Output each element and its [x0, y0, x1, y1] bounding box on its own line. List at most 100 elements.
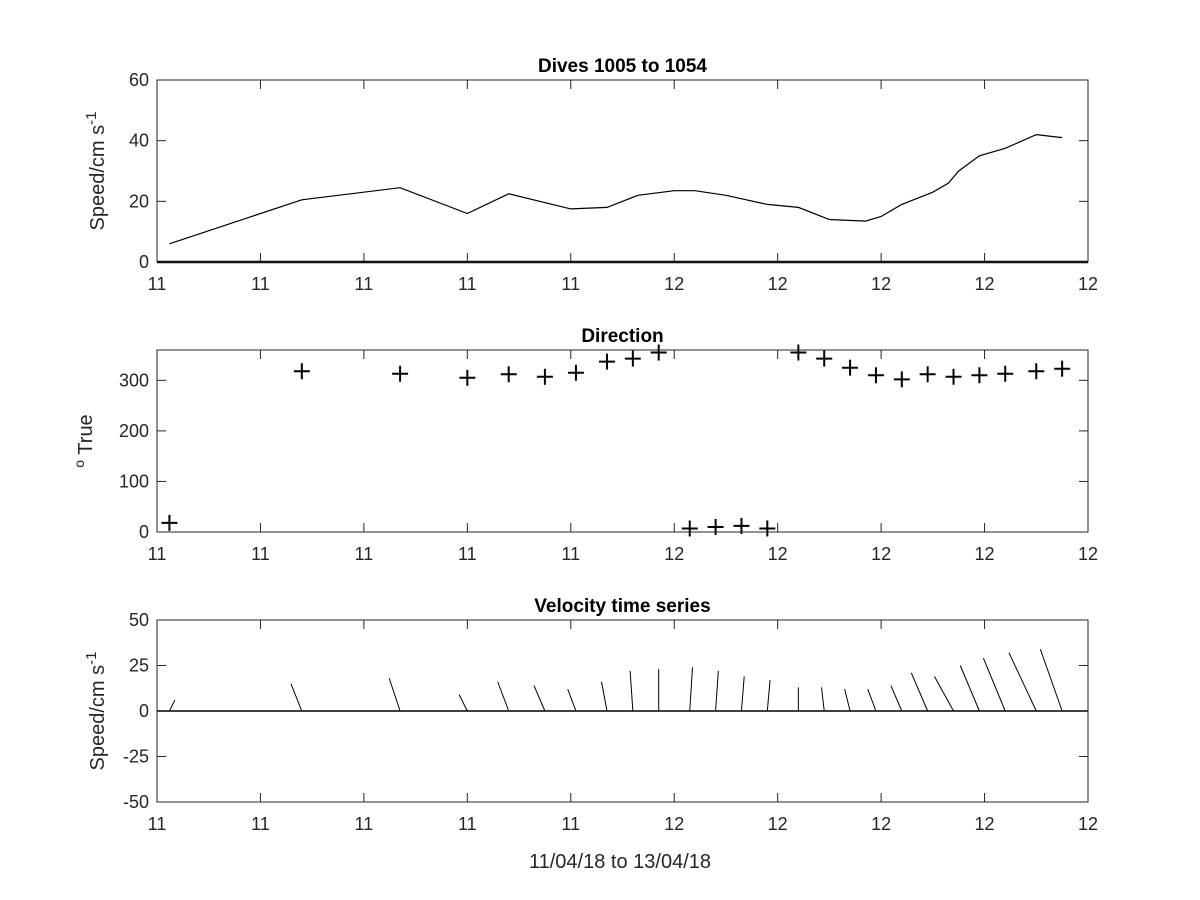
- x-tick-label: 11: [561, 274, 580, 294]
- y-axis-label-superscript: -1: [83, 112, 100, 125]
- x-tick-label: 11: [251, 274, 270, 294]
- velocity-stick: [689, 667, 693, 712]
- x-tick-label: 12: [664, 814, 684, 834]
- panel-title: Dives 1005 to 1054: [538, 56, 707, 77]
- data-point: [392, 365, 409, 382]
- data-point: [945, 368, 962, 385]
- x-tick-label: 12: [664, 544, 684, 564]
- x-tick-label: 11: [458, 814, 477, 834]
- y-axis-label-text: Speed/cm s: [87, 125, 109, 231]
- data-point: [867, 367, 884, 384]
- y-axis-label: Speed/cm s-1: [83, 112, 110, 231]
- x-tick-label: 12: [768, 274, 788, 294]
- y-axis-label: Speed/cm s-1: [83, 652, 110, 771]
- velocity-stick: [290, 683, 303, 712]
- axes-box: [156, 79, 1089, 263]
- velocity-stick: [168, 699, 176, 712]
- data-point: [536, 368, 553, 385]
- data-point: [500, 366, 517, 383]
- y-tick-label: 60: [129, 70, 149, 90]
- x-tick-label: 12: [975, 544, 995, 564]
- x-tick-label: 11: [458, 274, 477, 294]
- velocity-stick: [867, 688, 877, 712]
- y-tick-label: 0: [139, 522, 149, 542]
- data-point: [598, 353, 615, 370]
- data-point: [919, 366, 936, 383]
- panel-1: Dives 1005 to 1054 11 11 11 11 11 12 12 12 12 12 0 2…: [83, 56, 1099, 294]
- y-tick-label: -50: [123, 792, 149, 812]
- y-tick-label: 0: [139, 701, 149, 721]
- x-tick-label: 12: [871, 544, 891, 564]
- velocity-stick: [629, 670, 634, 712]
- y-axis-label-superscript: -1: [83, 652, 100, 665]
- data-point: [459, 369, 476, 386]
- panel-3: Velocity time series 11 11 11 11 11 12 12 12 12 12…: [83, 596, 1099, 834]
- data-point: [816, 350, 833, 367]
- velocity-stick: [982, 658, 1006, 712]
- axes-box: [156, 619, 1089, 803]
- data-point: [893, 371, 910, 388]
- x-tick-label: 12: [871, 814, 891, 834]
- velocity-stick: [567, 688, 577, 712]
- x-tick-label: 11: [561, 544, 580, 564]
- x-tick-label: 11: [355, 274, 374, 294]
- y-tick-label: 0: [139, 252, 149, 272]
- data-point: [293, 363, 310, 380]
- x-tick-label: 11: [148, 814, 167, 834]
- data-point: [790, 344, 807, 361]
- x-tick-label: 12: [1078, 544, 1098, 564]
- y-tick-label: 50: [129, 610, 149, 630]
- velocity-stick: [959, 665, 980, 712]
- velocity-stick: [766, 680, 771, 712]
- y-tick-label: 300: [119, 370, 149, 390]
- x-tick-label: 11: [148, 544, 167, 564]
- x-tick-label: 12: [664, 274, 684, 294]
- x-tick-label: 12: [871, 274, 891, 294]
- y-tick-label: 25: [129, 656, 149, 676]
- y-axis-label-text: True: [75, 414, 97, 460]
- data-point: [624, 350, 641, 367]
- y-tick-label: 20: [129, 191, 149, 211]
- data-point: [567, 364, 584, 381]
- velocity-stick: [533, 685, 546, 712]
- x-tick-label: 11: [355, 544, 374, 564]
- velocity-stick: [844, 689, 851, 712]
- y-tick-label: 40: [129, 131, 149, 151]
- x-tick-label: 11: [251, 544, 270, 564]
- y-axis-label-text: Speed/cm s: [87, 665, 109, 771]
- velocity-stick: [601, 681, 608, 712]
- velocity-stick: [890, 685, 903, 712]
- data-point: [650, 344, 667, 361]
- velocity-stick: [388, 678, 401, 712]
- data-point: [161, 514, 178, 531]
- y-axis-label-prefix: o: [71, 460, 87, 468]
- velocity-stick: [933, 676, 954, 712]
- velocity-stick: [1008, 652, 1037, 712]
- x-tick-label: 12: [975, 274, 995, 294]
- x-tick-label: 12: [1078, 814, 1098, 834]
- x-tick-label: 12: [1078, 274, 1098, 294]
- velocity-stick: [1039, 648, 1063, 712]
- velocity-stick: [820, 687, 825, 712]
- velocity-stick: [740, 676, 745, 712]
- x-tick-label: 11: [355, 814, 374, 834]
- y-tick-label: 100: [119, 471, 149, 491]
- data-point: [681, 520, 698, 537]
- data-point: [1028, 363, 1045, 380]
- x-tick-label: 12: [975, 814, 995, 834]
- y-tick-label: 200: [119, 421, 149, 441]
- x-axis-label: 11/04/18 to 13/04/18: [529, 851, 711, 873]
- velocity-stick: [458, 694, 468, 712]
- data-point: [1054, 360, 1071, 377]
- panel-title: Direction: [581, 326, 663, 347]
- velocity-stick: [497, 681, 510, 712]
- x-tick-label: 12: [768, 814, 788, 834]
- axes-box: [156, 349, 1089, 533]
- data-point: [759, 520, 776, 537]
- velocity-stick: [715, 670, 719, 712]
- data-point: [971, 367, 988, 384]
- velocity-stick: [910, 672, 929, 712]
- x-tick-label: 11: [458, 544, 477, 564]
